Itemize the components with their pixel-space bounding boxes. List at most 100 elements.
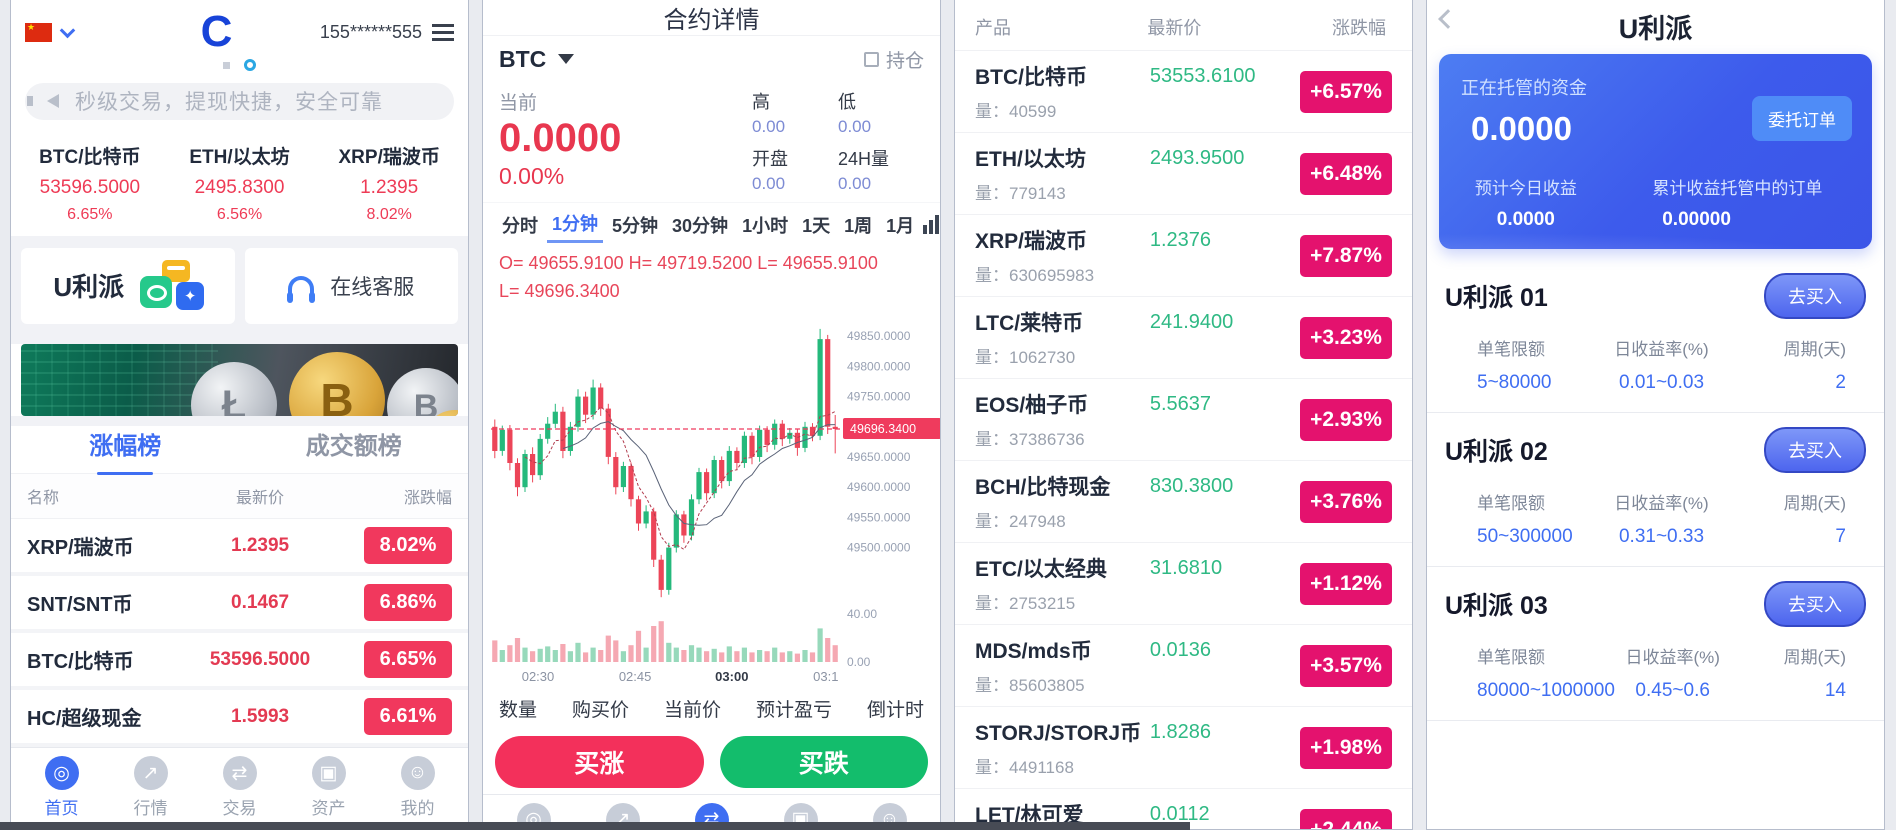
positions-button[interactable]: 持仓 [859,46,924,73]
upay-card[interactable]: U利派 ✦ [21,247,235,324]
user-phone-number[interactable]: 155******555 [319,21,422,42]
market-row[interactable]: ETC/以太经典 量：2753215 31.6810 +1.12% [955,543,1412,625]
announcement-marquee[interactable]: 秒级交易，提现快捷，安全可靠 [25,82,454,120]
delegate-orders-button[interactable]: 委托订单 [1752,96,1852,141]
go-buy-button[interactable]: 去买入 [1764,273,1866,319]
ticker-name: ETH/以太坊 [189,146,290,168]
market-coin-price: 2493.9500 [1149,147,1245,169]
svg-text:0.00: 0.00 [847,655,871,669]
coin-price: 53596.5000 [209,648,311,670]
nav-item[interactable]: ☺ 我的 [373,756,462,819]
headset-icon [287,275,316,303]
product-name: U利派 02 [1445,438,1548,466]
timeframe-tab[interactable]: 5分钟 [612,215,659,236]
ranking-tab[interactable]: 成交额榜 [240,426,469,465]
timeframe-tab[interactable]: 分时 [502,215,538,236]
escrow-stat: 预计今日收益 0.0000 [1461,174,1591,231]
market-row[interactable]: BTC/比特币 量：40599 53553.6100 +6.57% [955,51,1412,133]
buy-down-button[interactable]: 买跌 [719,735,928,788]
stat-value: 0.00 [838,117,872,136]
timeframe-tab[interactable]: 1天 [802,215,831,236]
hamburger-menu-icon[interactable] [432,23,454,41]
go-buy-button[interactable]: 去买入 [1764,581,1866,627]
market-change-badge: +3.76% [1300,480,1392,523]
market-row[interactable]: MDS/mds币 量：85603805 0.0136 +3.57% [955,625,1412,707]
carousel-dots[interactable] [11,56,468,75]
go-buy-button[interactable]: 去买入 [1764,427,1866,473]
coin-row[interactable]: HC/超级现金 1.5993 6.61% [11,690,468,747]
col-price-header: 最新价 [236,490,285,507]
calendar-app-icon [162,259,191,282]
col-name-header: 名称 [27,490,60,507]
customer-service-label: 在线客服 [330,275,415,299]
ranking-tab[interactable]: 涨幅榜 [11,426,240,465]
upay-title: U利派 [1618,13,1693,44]
product-name: U利派 01 [1445,284,1548,312]
buy-up-button[interactable]: 买涨 [495,735,704,788]
symbol-dropdown-caret-icon[interactable] [558,54,575,64]
symbol-row: BTC 持仓 [483,36,940,82]
customer-service-card[interactable]: 在线客服 [244,247,458,324]
market-change-badge: +7.87% [1300,234,1392,277]
ohlc-line-2: L= 49696.3400 [499,280,620,301]
coin-row[interactable]: BTC/比特币 53596.5000 6.65% [11,633,468,690]
timeframe-tab[interactable]: 1月 [886,215,915,236]
ticker-price: 2495.8300 [194,176,285,198]
ticker-item[interactable]: BTC/比特币 53596.5000 6.65% [15,142,165,224]
china-flag-icon[interactable] [25,22,52,42]
timeframe-tab[interactable]: 1分钟 [547,206,604,243]
col-product-header: 产品 [975,18,1011,38]
chat-app-icon [140,275,173,308]
change-badge: 6.65% [364,641,452,678]
coin-row[interactable]: SNT/SNT币 0.1467 6.86% [11,576,468,633]
market-row[interactable]: XRP/瑞波币 量：630695983 1.2376 +7.87% [955,215,1412,297]
timeframe-tab[interactable]: 1周 [844,215,873,236]
cycle-value: 2 [1835,372,1846,393]
escrow-stats: 预计今日收益 0.0000 累计收益 0.0000 托管中的订单 0 [1461,174,1850,231]
stat-label: 24H量 [838,149,890,169]
market-coin-name: ETH/以太坊 [975,148,1086,171]
carousel-dot-inactive[interactable] [223,61,230,69]
nav-label: 资产 [311,799,346,818]
carousel-dot-active[interactable] [244,59,256,72]
ticker-item[interactable]: ETH/以太坊 2495.8300 6.56% [165,142,315,224]
candlestick-chart[interactable]: 49850.0000 49800.0000 49750.0000 49650.0000… [483,306,940,691]
market-row[interactable]: STORJ/STORJ币 量：4491168 1.8286 +1.98% [955,707,1412,789]
ticker-item[interactable]: XRP/瑞波币 1.2395 8.02% [314,142,464,224]
market-row[interactable]: LTC/莱特币 量：1062730 241.9400 +3.23% [955,297,1412,379]
svg-text:49800.0000: 49800.0000 [847,359,911,373]
market-row[interactable]: EOS/柚子币 量：37386736 5.5637 +2.93% [955,379,1412,461]
nav-item[interactable]: ▣ 资产 [284,756,373,819]
back-chevron-icon[interactable] [1438,9,1458,29]
stat-item: 高 0.00 [752,88,828,137]
coin-row[interactable]: XRP/瑞波币 1.2395 8.02% [11,519,468,576]
nav-item[interactable]: ◎ 首页 [17,756,106,819]
timeframe-tab[interactable]: 30分钟 [672,215,729,236]
ticker-change: 6.56% [216,205,263,223]
market-row[interactable]: BCH/比特现金 量：247948 830.3800 +3.76% [955,461,1412,543]
nav-item[interactable]: ↗ 行情 [106,756,195,819]
market-row[interactable]: ETH/以太坊 量：779143 2493.9500 +6.48% [955,133,1412,215]
escrow-stat-value: 0.0000 [1662,209,1721,230]
rate-label: 日收益率(%) [1614,494,1709,513]
language-chevron-down-icon[interactable] [59,22,76,38]
market-coin-name: LET/林可爱 [975,804,1084,827]
market-coin-name: XRP/瑞波币 [975,230,1088,253]
upay-product-card: U利派 01 去买入 单笔限额 5~80000 日收益率(%) 0.01~0.0… [1427,259,1884,413]
market-change-badge: +2.44% [1300,808,1392,829]
svg-text:49850.0000: 49850.0000 [847,329,911,343]
market-coin-price: 5.5637 [1149,393,1212,415]
market-row[interactable]: LET/林可爱 量：124825756 0.0112 +2.44% [955,789,1412,829]
escrow-label: 正在托管的资金 [1461,78,1587,98]
col-price-header: 最新价 [1147,18,1202,38]
nav-item[interactable]: ⇄ 交易 [195,756,284,819]
ranking-tab-label: 涨幅榜 [89,433,162,460]
col-change-header: 涨跌幅 [1332,18,1386,38]
chart-type-icon[interactable] [923,215,940,234]
current-change: 0.00% [499,163,565,189]
timeframe-tab[interactable]: 1小时 [742,215,789,236]
crypto-banner-image[interactable]: Ł B B B [21,344,458,416]
home-bottom-nav: ◎ 首页 ↗ 行情 ⇄ 交易 ▣ 资产 ☺ 我的 [11,747,468,829]
trade-info-label: 当前价 [663,699,721,721]
